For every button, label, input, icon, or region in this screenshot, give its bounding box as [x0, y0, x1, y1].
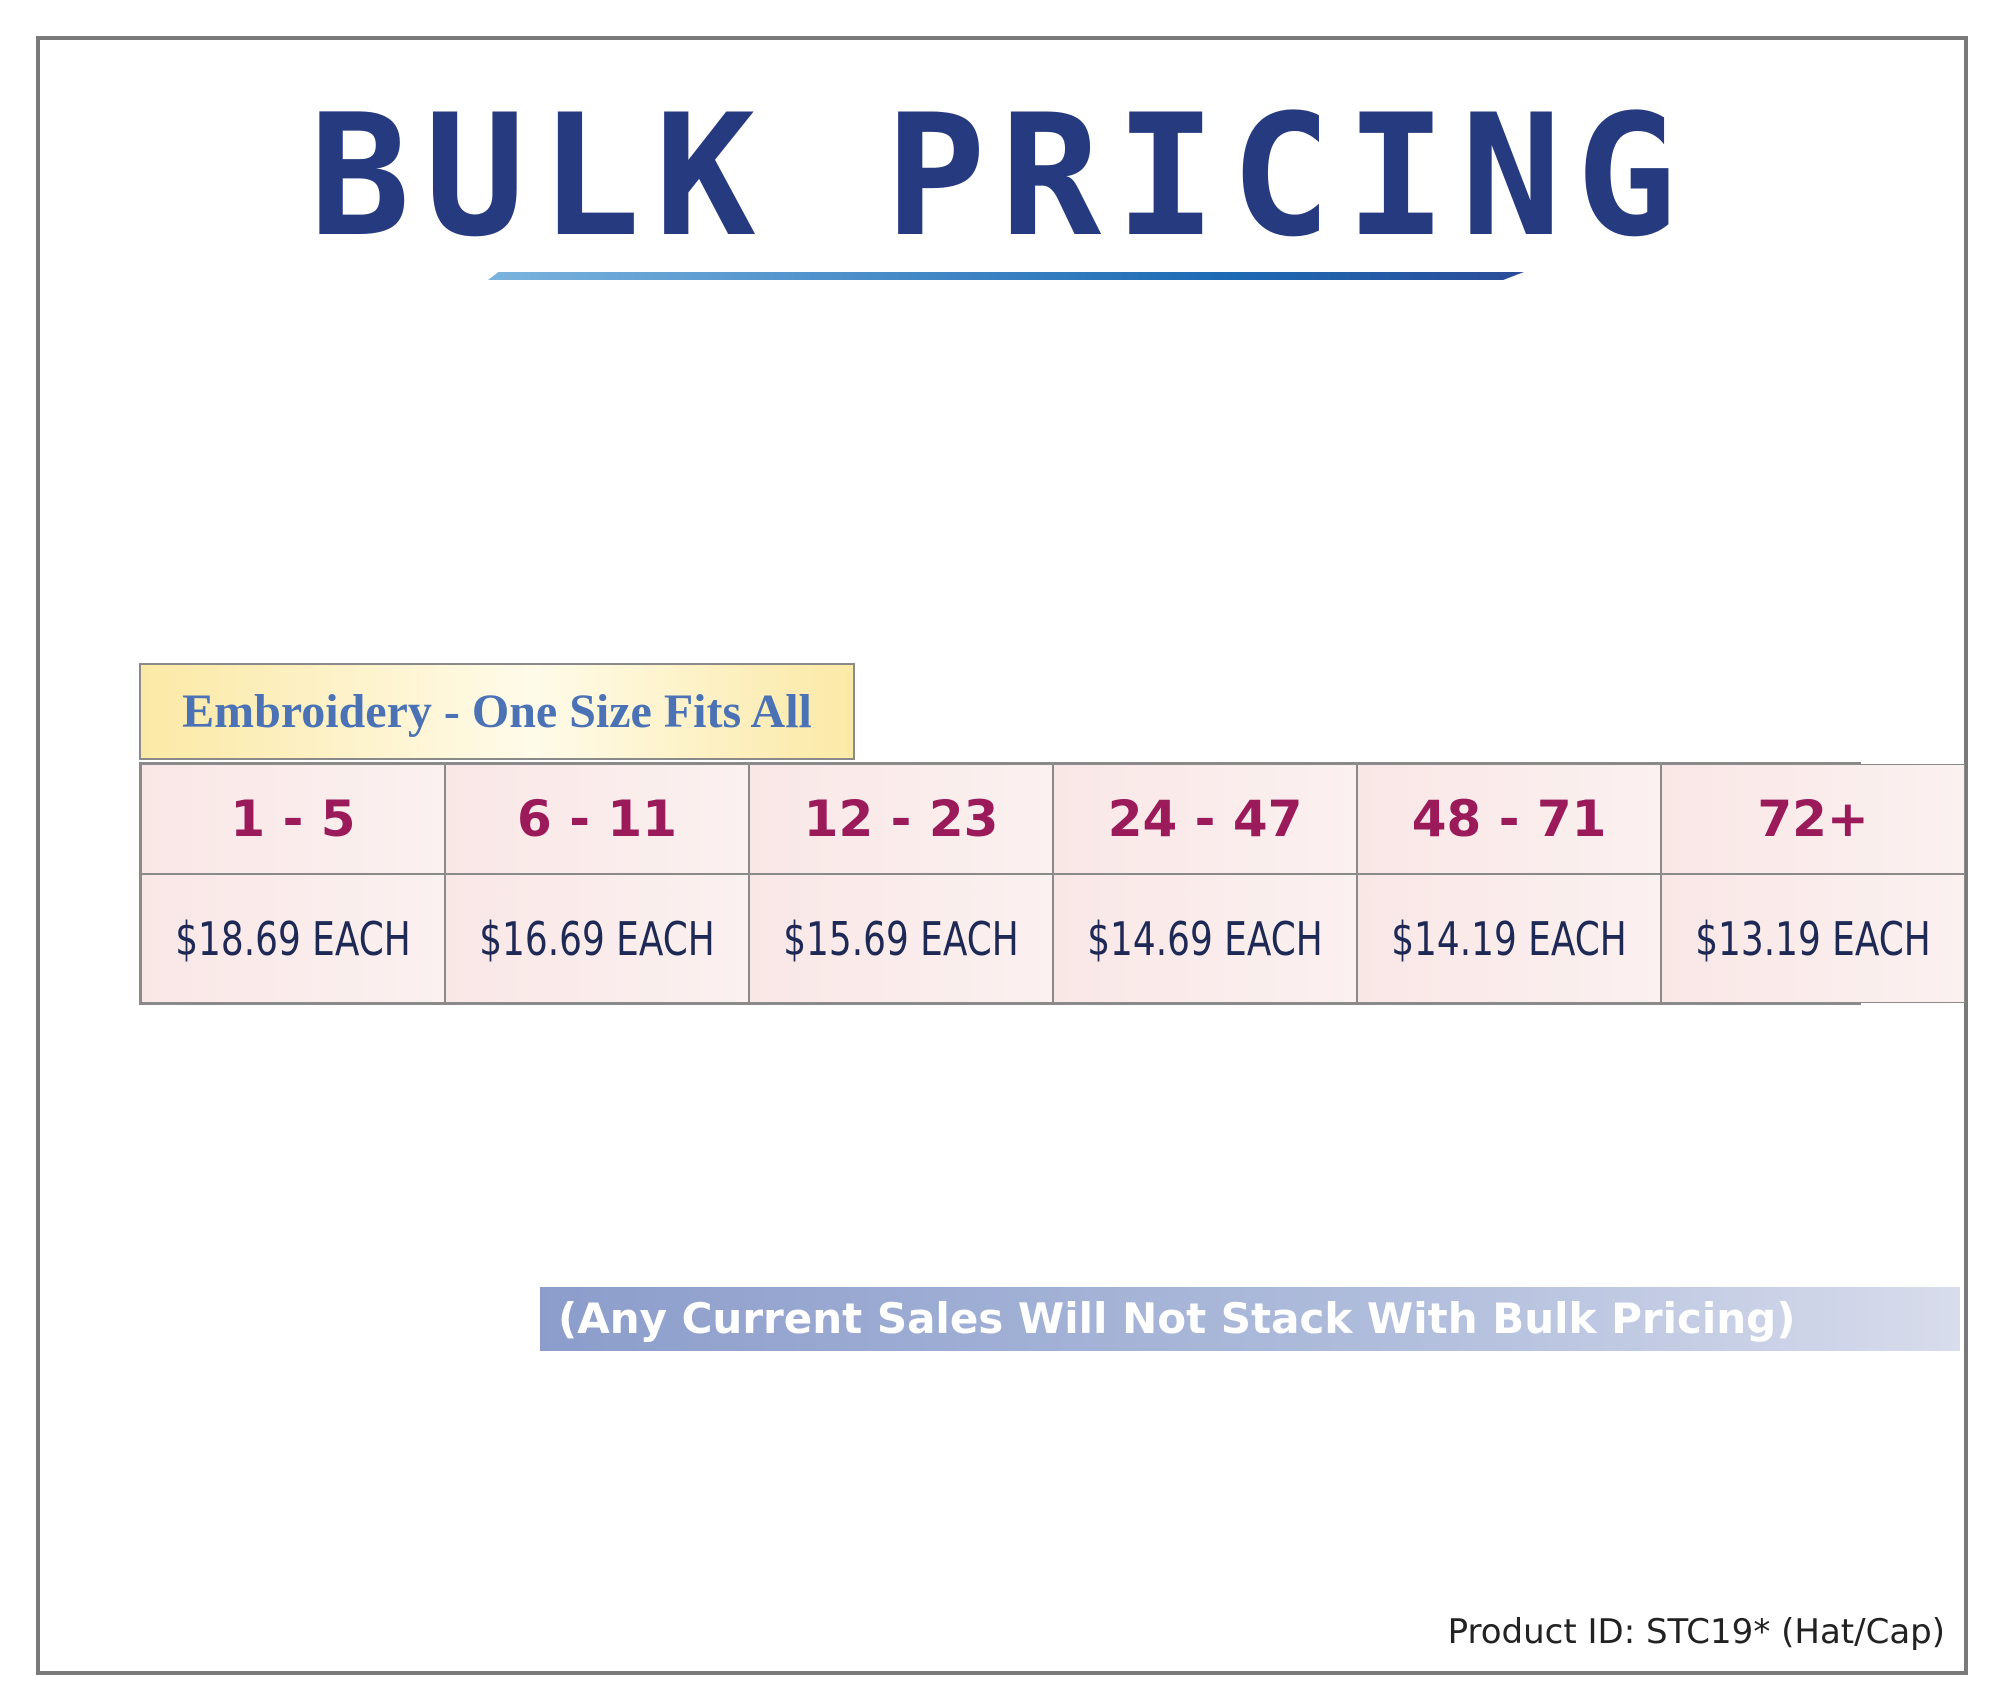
note: (Any Current Sales Will Not Stack With B… — [540, 1287, 1960, 1351]
table-cell: 72+ — [1661, 764, 1966, 874]
table-cell: $16.69 EACH — [445, 874, 750, 1003]
table-cell: $14.69 EACH — [1053, 874, 1358, 1003]
price: $18.69 EACH — [175, 911, 411, 966]
price: $16.69 EACH — [479, 911, 715, 966]
table-cell: 6 - 11 — [445, 764, 750, 874]
quantity-range: 12 - 23 — [803, 790, 999, 848]
pricing-table: 1 - 5 6 - 11 12 - 23 24 - 47 48 - 71 72+ $18.6… — [139, 762, 1966, 1005]
quantity-range: 72+ — [1757, 790, 1869, 848]
frame — [36, 36, 1968, 1675]
quantity-range: 48 - 71 — [1411, 790, 1607, 848]
table-cell: $18.69 EACH — [141, 874, 446, 1003]
table-cell: $13.19 EACH — [1661, 874, 1966, 1003]
table-cell: 24 - 47 — [1053, 764, 1358, 874]
table-cell: $14.19 EACH — [1357, 874, 1662, 1003]
price: $14.69 EACH — [1087, 911, 1323, 966]
table-cell: 12 - 23 — [749, 764, 1054, 874]
title: BULK PRICING — [309, 78, 1691, 274]
quantity-range: 1 - 5 — [230, 790, 356, 848]
quantity-range: 6 - 11 — [517, 790, 677, 848]
table-cell: 48 - 71 — [1357, 764, 1662, 874]
price: $14.19 EACH — [1391, 911, 1627, 966]
title-underline — [488, 272, 1524, 280]
product-id: Product ID: STC19* (Hat/Cap) — [1447, 1612, 1945, 1652]
quantity-range: 24 - 47 — [1107, 790, 1303, 848]
price: $13.19 EACH — [1695, 911, 1931, 966]
table-cell: 1 - 5 — [141, 764, 446, 874]
table-cell: $15.69 EACH — [749, 874, 1054, 1003]
table-caption: Embroidery - One Size Fits All — [139, 663, 855, 760]
price: $15.69 EACH — [783, 911, 1019, 966]
